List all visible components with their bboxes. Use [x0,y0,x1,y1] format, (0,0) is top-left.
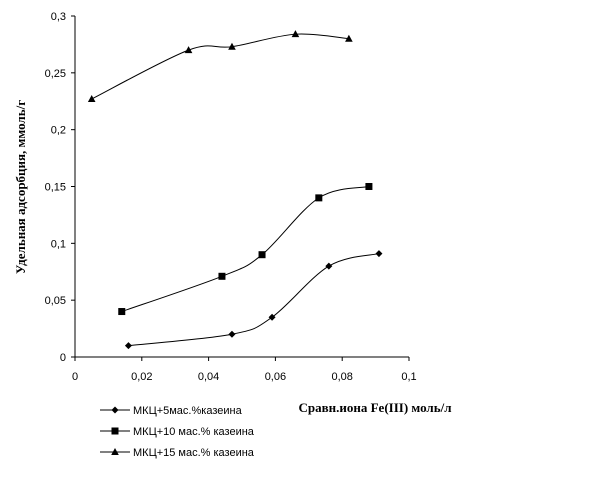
plot-area [87,30,383,350]
tick-labels: 0 0,02 0,04 0,06 0,08 0,1 0 0,05 0,1 0,15 0,2 0,25 0… [45,11,417,383]
legend-marker [111,448,119,455]
data-point [365,183,373,190]
series-2 [118,183,373,316]
legend-marker [111,427,119,435]
legend-label: МКЦ+5мас.%казеина [133,405,243,417]
y-tick-label: 0,25 [45,68,66,80]
y-tick-label: 0 [60,352,66,364]
series-line [128,253,380,347]
data-point [87,94,96,102]
x-tick-label: 0 [72,371,78,383]
data-point [268,313,276,321]
y-tick-label: 0,15 [45,182,66,194]
x-tick-label: 0,02 [131,371,152,383]
data-point [345,34,353,42]
legend-item: МКЦ+10 мас.% казеина [100,426,255,438]
legend-label: МКЦ+15 мас.% казеина [133,447,255,459]
x-tick-label: 0,1 [401,371,416,383]
data-point [184,46,193,54]
series-line [91,33,349,100]
data-point [228,42,236,50]
axes [71,15,410,361]
legend-marker [111,406,119,414]
y-tick-label: 0,1 [51,238,66,250]
series-1 [124,250,383,350]
legend-label: МКЦ+10 мас.% казеина [133,426,255,438]
legend-item: МКЦ+5мас.%казеина [100,405,243,417]
legend-item: МКЦ+15 мас.% казеина [100,447,255,459]
x-axis-title: Сравн.иона Fe(III) моль/л [299,400,452,415]
data-point [228,330,236,338]
series-line [121,186,370,313]
data-point [218,272,226,280]
x-tick-label: 0,06 [265,371,286,383]
legend: МКЦ+5мас.%казеина МКЦ+10 мас.% казеина МКЦ… [100,405,255,459]
y-tick-label: 0,05 [45,295,66,307]
y-axis-title: Удельная адсорбция, ммоль/г [13,100,28,274]
data-point [124,342,132,350]
y-tick-label: 0,2 [51,125,66,137]
data-point [118,308,126,316]
x-tick-label: 0,08 [331,371,352,383]
data-point [258,251,266,259]
data-point [325,262,333,270]
data-point [375,250,383,258]
data-point [315,194,323,202]
y-tick-label: 0,3 [51,11,66,23]
x-tick-label: 0,04 [198,371,219,383]
data-point [291,30,300,38]
series-3 [87,30,353,102]
